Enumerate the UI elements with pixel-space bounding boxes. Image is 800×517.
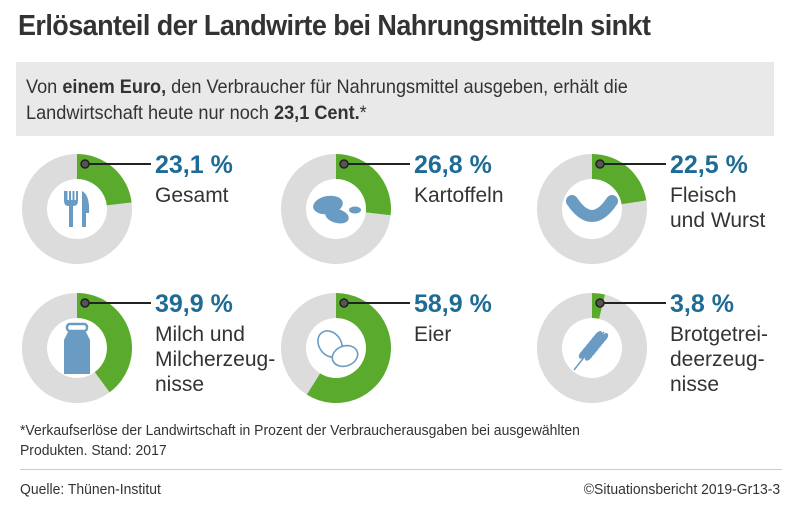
donut-share-slice (306, 293, 391, 403)
donut-share-slice (77, 154, 132, 206)
intro-box: Von einem Euro, den Verbraucher für Nahr… (16, 62, 774, 136)
intro-asterisk: * (359, 102, 367, 124)
donut-remainder-slice (537, 293, 648, 403)
milk-can-icon (64, 322, 90, 374)
donut-item: 3,8 % Brotgetrei-deerzeug-nisse (537, 290, 768, 403)
potatoes-icon (313, 195, 361, 224)
page-title: Erlösanteil der Landwirte bei Nahrungsmi… (18, 10, 651, 42)
sausage-icon (566, 195, 618, 222)
wheat-grain (593, 331, 603, 341)
donut-share-slice (592, 154, 647, 205)
value-label: 39,9 % (155, 290, 233, 318)
donut-share-slice (77, 293, 132, 393)
intro-text-part: den Verbraucher für Nahrungsmittel ausge… (26, 76, 628, 124)
category-label: Fleisch (670, 184, 737, 207)
intro-text: Von einem Euro, den Verbraucher für Nahr… (26, 74, 733, 126)
donut-item: 23,1 % Gesamt (21, 151, 233, 264)
category-label: Kartoffeln (414, 184, 504, 207)
donut-remainder-slice (281, 154, 391, 264)
divider (20, 469, 782, 470)
leader-dot (595, 159, 605, 169)
value-label: 26,8 % (414, 151, 492, 179)
knife-shape (82, 191, 90, 227)
copyright-label: ©Situationsbericht 2019-Gr13-3 (583, 481, 780, 498)
leader-dot (339, 298, 349, 308)
donut-share-slice (336, 154, 391, 216)
category-label: deerzeug- (670, 348, 765, 371)
footnote-line: *Verkaufserlöse der Landwirtschaft in Pr… (20, 422, 580, 439)
donut-remainder-slice (281, 293, 336, 395)
donut-remainder-slice (536, 154, 648, 264)
value-label: 23,1 % (155, 151, 233, 179)
leader-dot (80, 298, 90, 308)
intro-bold-cent: 23,1 Cent. (274, 102, 360, 124)
can-handle (65, 322, 89, 333)
value-label: 58,9 % (414, 290, 492, 318)
source-label: Quelle: Thünen-Institut (20, 481, 161, 498)
eggs-icon (317, 330, 359, 368)
wheat-grain (599, 333, 609, 343)
potato-shape (325, 208, 349, 224)
footnote: *Verkaufserlöse der Landwirtschaft in Pr… (20, 421, 580, 461)
intro-text-part: Von (26, 76, 63, 98)
category-label: Brotgetrei- (670, 323, 768, 346)
category-label: nisse (670, 373, 719, 396)
fork-shape (64, 191, 78, 227)
potato-shape (349, 206, 361, 214)
donut-remainder-slice (21, 293, 110, 403)
footnote-line: Produkten. Stand: 2017 (20, 442, 167, 459)
value-label: 3,8 % (670, 290, 734, 318)
cutlery-icon (64, 191, 90, 227)
intro-bold-euro: einem Euro, (62, 76, 167, 98)
category-label: Gesamt (155, 184, 229, 207)
leader-dot (339, 159, 349, 169)
can-body (64, 332, 90, 374)
donut-item: 26,8 % Kartoffeln (281, 151, 504, 264)
donut-remainder-slice (21, 154, 133, 264)
egg-shape (331, 344, 359, 368)
category-label: Eier (414, 323, 451, 346)
wheat-icon (573, 331, 609, 371)
category-label: nisse (155, 373, 204, 396)
category-label: Milcherzeug- (155, 348, 275, 371)
category-label: und Wurst (670, 209, 765, 232)
leader-dot (80, 159, 90, 169)
category-label: Milch und (155, 323, 245, 346)
leader-dot (595, 298, 605, 308)
donut-item: 58,9 % Eier (281, 290, 492, 403)
sausage-shape (566, 195, 618, 222)
value-label: 22,5 % (670, 151, 748, 179)
